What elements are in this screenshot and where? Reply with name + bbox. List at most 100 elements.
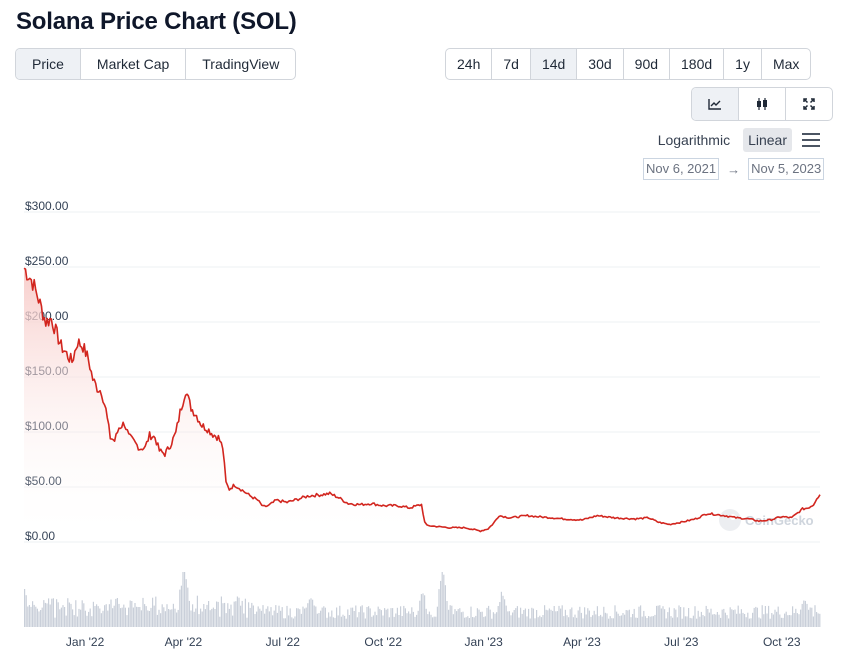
linear-scale-option[interactable]: Linear — [743, 128, 792, 152]
volume-bar — [168, 609, 170, 627]
volume-bar — [630, 617, 632, 627]
volume-bar — [772, 614, 774, 627]
volume-bar — [684, 616, 686, 627]
date-from-field[interactable]: Nov 6, 2021 — [643, 158, 720, 180]
volume-bar — [648, 616, 650, 627]
volume-bar — [524, 608, 526, 627]
volume-bar — [275, 605, 277, 627]
volume-bar — [291, 617, 293, 627]
volume-bar — [483, 616, 485, 627]
volume-bar — [80, 609, 82, 627]
volume-bar — [366, 607, 368, 627]
volume-bar — [267, 606, 269, 627]
volume-bar — [136, 606, 138, 627]
volume-bar — [190, 610, 192, 627]
volume-bar — [121, 607, 123, 627]
volume-bar — [500, 591, 502, 627]
volume-bar — [240, 605, 242, 627]
volume-bar — [192, 604, 194, 627]
volume-bar — [196, 595, 198, 627]
volume-bar — [206, 604, 208, 627]
volume-bar — [259, 608, 261, 627]
volume-bar — [332, 617, 334, 627]
range-90d-button[interactable]: 90d — [624, 49, 671, 79]
volume-bar — [665, 618, 667, 627]
volume-bar — [214, 609, 216, 627]
volume-bar — [731, 609, 733, 627]
x-tick-label: Oct '23 — [763, 635, 801, 649]
volume-bar — [252, 605, 254, 627]
volume-bar — [172, 603, 174, 627]
hamburger-menu-icon[interactable] — [802, 133, 820, 147]
volume-bar — [222, 603, 224, 627]
volume-bar — [113, 605, 115, 627]
range-14d-button[interactable]: 14d — [530, 49, 578, 79]
volume-bar — [204, 609, 206, 627]
tab-tradingview[interactable]: TradingView — [202, 56, 280, 72]
logarithmic-scale-option[interactable]: Logarithmic — [657, 132, 731, 148]
range-180d-button[interactable]: 180d — [670, 49, 725, 79]
fullscreen-button[interactable] — [786, 88, 832, 120]
date-range-arrow-icon: → — [727, 161, 741, 177]
volume-bar — [438, 589, 440, 627]
volume-bar — [270, 607, 272, 627]
volume-bar — [688, 608, 690, 627]
volume-bar — [756, 607, 758, 627]
volume-bar — [368, 606, 370, 627]
volume-bar — [515, 608, 517, 627]
volume-bar — [360, 606, 362, 627]
volume-bar — [571, 607, 573, 627]
volume-bar — [425, 608, 427, 627]
volume-bar — [707, 609, 709, 627]
volume-bar — [700, 611, 702, 627]
tab-price[interactable]: Price — [16, 49, 81, 79]
volume-bar — [467, 616, 469, 627]
volume-bar — [188, 600, 190, 627]
volume-bar — [803, 600, 805, 627]
line-chart-button[interactable] — [692, 88, 739, 120]
volume-bar — [272, 615, 274, 627]
volume-bar — [380, 610, 382, 627]
range-24h-button[interactable]: 24h — [446, 49, 493, 79]
volume-bar — [404, 608, 406, 627]
volume-bar — [72, 609, 74, 627]
range-1y-button[interactable]: 1y — [724, 49, 762, 79]
volume-bar — [408, 611, 410, 627]
volume-bar — [806, 603, 808, 627]
tab-market-cap[interactable]: Market Cap — [81, 49, 187, 79]
volume-bar — [142, 597, 144, 627]
volume-bar — [384, 608, 386, 627]
range-max-button[interactable]: Max — [772, 56, 800, 72]
volume-bar — [796, 613, 798, 627]
volume-bar — [739, 613, 741, 627]
volume-bar — [260, 610, 262, 627]
volume-bar — [225, 613, 227, 627]
volume-bar — [304, 608, 306, 627]
volume-bar — [787, 615, 789, 627]
volume-bar — [99, 608, 101, 627]
volume-bar — [708, 612, 710, 627]
volume-bar — [316, 613, 318, 627]
volume-bar — [622, 613, 624, 627]
range-7d-button[interactable]: 7d — [492, 49, 531, 79]
volume-bar — [164, 611, 166, 627]
volume-bar — [64, 607, 66, 627]
volume-bar — [86, 615, 88, 627]
volume-bar — [62, 605, 64, 627]
volume-bar — [208, 601, 210, 627]
volume-bar — [419, 600, 421, 627]
volume-bar — [251, 602, 253, 627]
volume-bar — [230, 604, 232, 627]
volume-bar — [356, 617, 358, 627]
volume-bar — [540, 617, 542, 627]
volume-bar — [310, 598, 312, 627]
volume-bar — [812, 616, 814, 627]
volume-bar — [736, 613, 738, 627]
volume-bar — [729, 607, 731, 627]
date-to-field[interactable]: Nov 5, 2023 — [748, 158, 825, 180]
candlestick-chart-button[interactable] — [739, 88, 786, 120]
volume-bar — [644, 616, 646, 627]
range-30d-button[interactable]: 30d — [577, 49, 624, 79]
volume-bar — [132, 607, 134, 627]
